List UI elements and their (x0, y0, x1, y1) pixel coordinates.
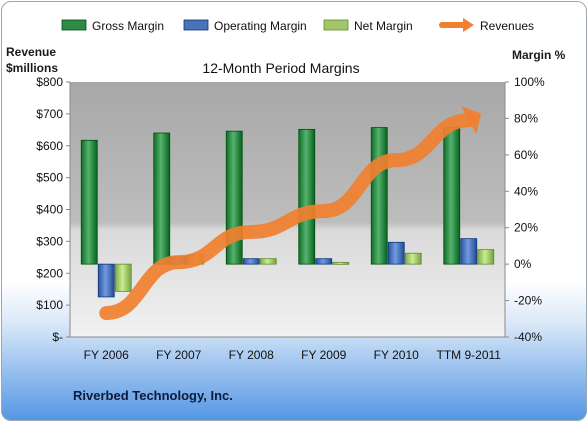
left-tick-label: $100 (36, 298, 63, 312)
left-tick-label: $600 (36, 139, 63, 153)
left-axis-label-line1: Revenue (6, 45, 57, 59)
right-tick-label: -40% (514, 330, 542, 344)
right-tick-label: -20% (514, 294, 542, 308)
revenue-arrow-head (461, 106, 482, 135)
chart-title: 12-Month Period Margins (202, 60, 359, 76)
right-tick-label: 0% (514, 257, 532, 271)
bar-operating-margin (460, 238, 478, 265)
legend-arrow (463, 18, 474, 32)
bar-operating-margin (97, 263, 115, 298)
bar-operating-margin (242, 258, 260, 265)
bar-gross-margin (298, 128, 316, 265)
category-label: FY 2009 (301, 348, 346, 362)
category-label: FY 2007 (156, 348, 201, 362)
right-tick-label: 20% (514, 221, 538, 235)
right-axis-label: Margin % (512, 48, 566, 62)
legend-item-net-margin: Net Margin (323, 19, 413, 33)
right-tick-label: 100% (514, 75, 545, 89)
legend-item-revenues: Revenues (439, 18, 534, 33)
bar-gross-margin (370, 127, 388, 265)
legend-item-operating-margin: Operating Margin (183, 19, 307, 33)
bar-operating-margin (315, 258, 333, 265)
right-tick-label: 80% (514, 111, 538, 125)
legend-item-gross-margin: Gross Margin (61, 19, 164, 33)
category-label: FY 2010 (374, 348, 419, 362)
legend-label: Net Margin (354, 19, 413, 33)
company-name: Riverbed Technology, Inc. (73, 388, 233, 403)
category-label: TTM 9-2011 (437, 348, 502, 362)
left-tick-label: $700 (36, 107, 63, 121)
bar-gross-margin (443, 127, 461, 265)
legend-label: Revenues (480, 19, 534, 33)
legend-swatch (61, 19, 87, 31)
legend-swatch (323, 19, 349, 31)
legend-label: Operating Margin (214, 19, 307, 33)
left-tick-label: $800 (36, 75, 63, 89)
revenue-line (99, 113, 476, 321)
category-label: FY 2008 (229, 348, 274, 362)
bar-net-margin (259, 258, 277, 265)
left-tick-label: $- (52, 330, 63, 344)
bar-gross-margin (80, 139, 98, 265)
category-label: FY 2006 (84, 348, 129, 362)
left-tick-label: $400 (36, 203, 63, 217)
left-axis-label-line2: $millions (6, 61, 59, 75)
bar-net-margin (332, 261, 350, 265)
legend-swatch (183, 19, 209, 31)
bar-operating-margin (387, 241, 405, 265)
bar-net-margin (404, 252, 422, 265)
bar-net-margin (477, 249, 495, 265)
left-tick-label: $200 (36, 266, 63, 280)
right-tick-label: 60% (514, 148, 538, 162)
right-tick-label: 40% (514, 184, 538, 198)
legend-label: Gross Margin (92, 19, 164, 33)
left-tick-label: $500 (36, 171, 63, 185)
bar-net-margin (114, 263, 132, 292)
left-tick-label: $300 (36, 234, 63, 248)
bar-gross-margin (153, 132, 171, 265)
left-axis-label: Revenue $millions (6, 44, 58, 76)
